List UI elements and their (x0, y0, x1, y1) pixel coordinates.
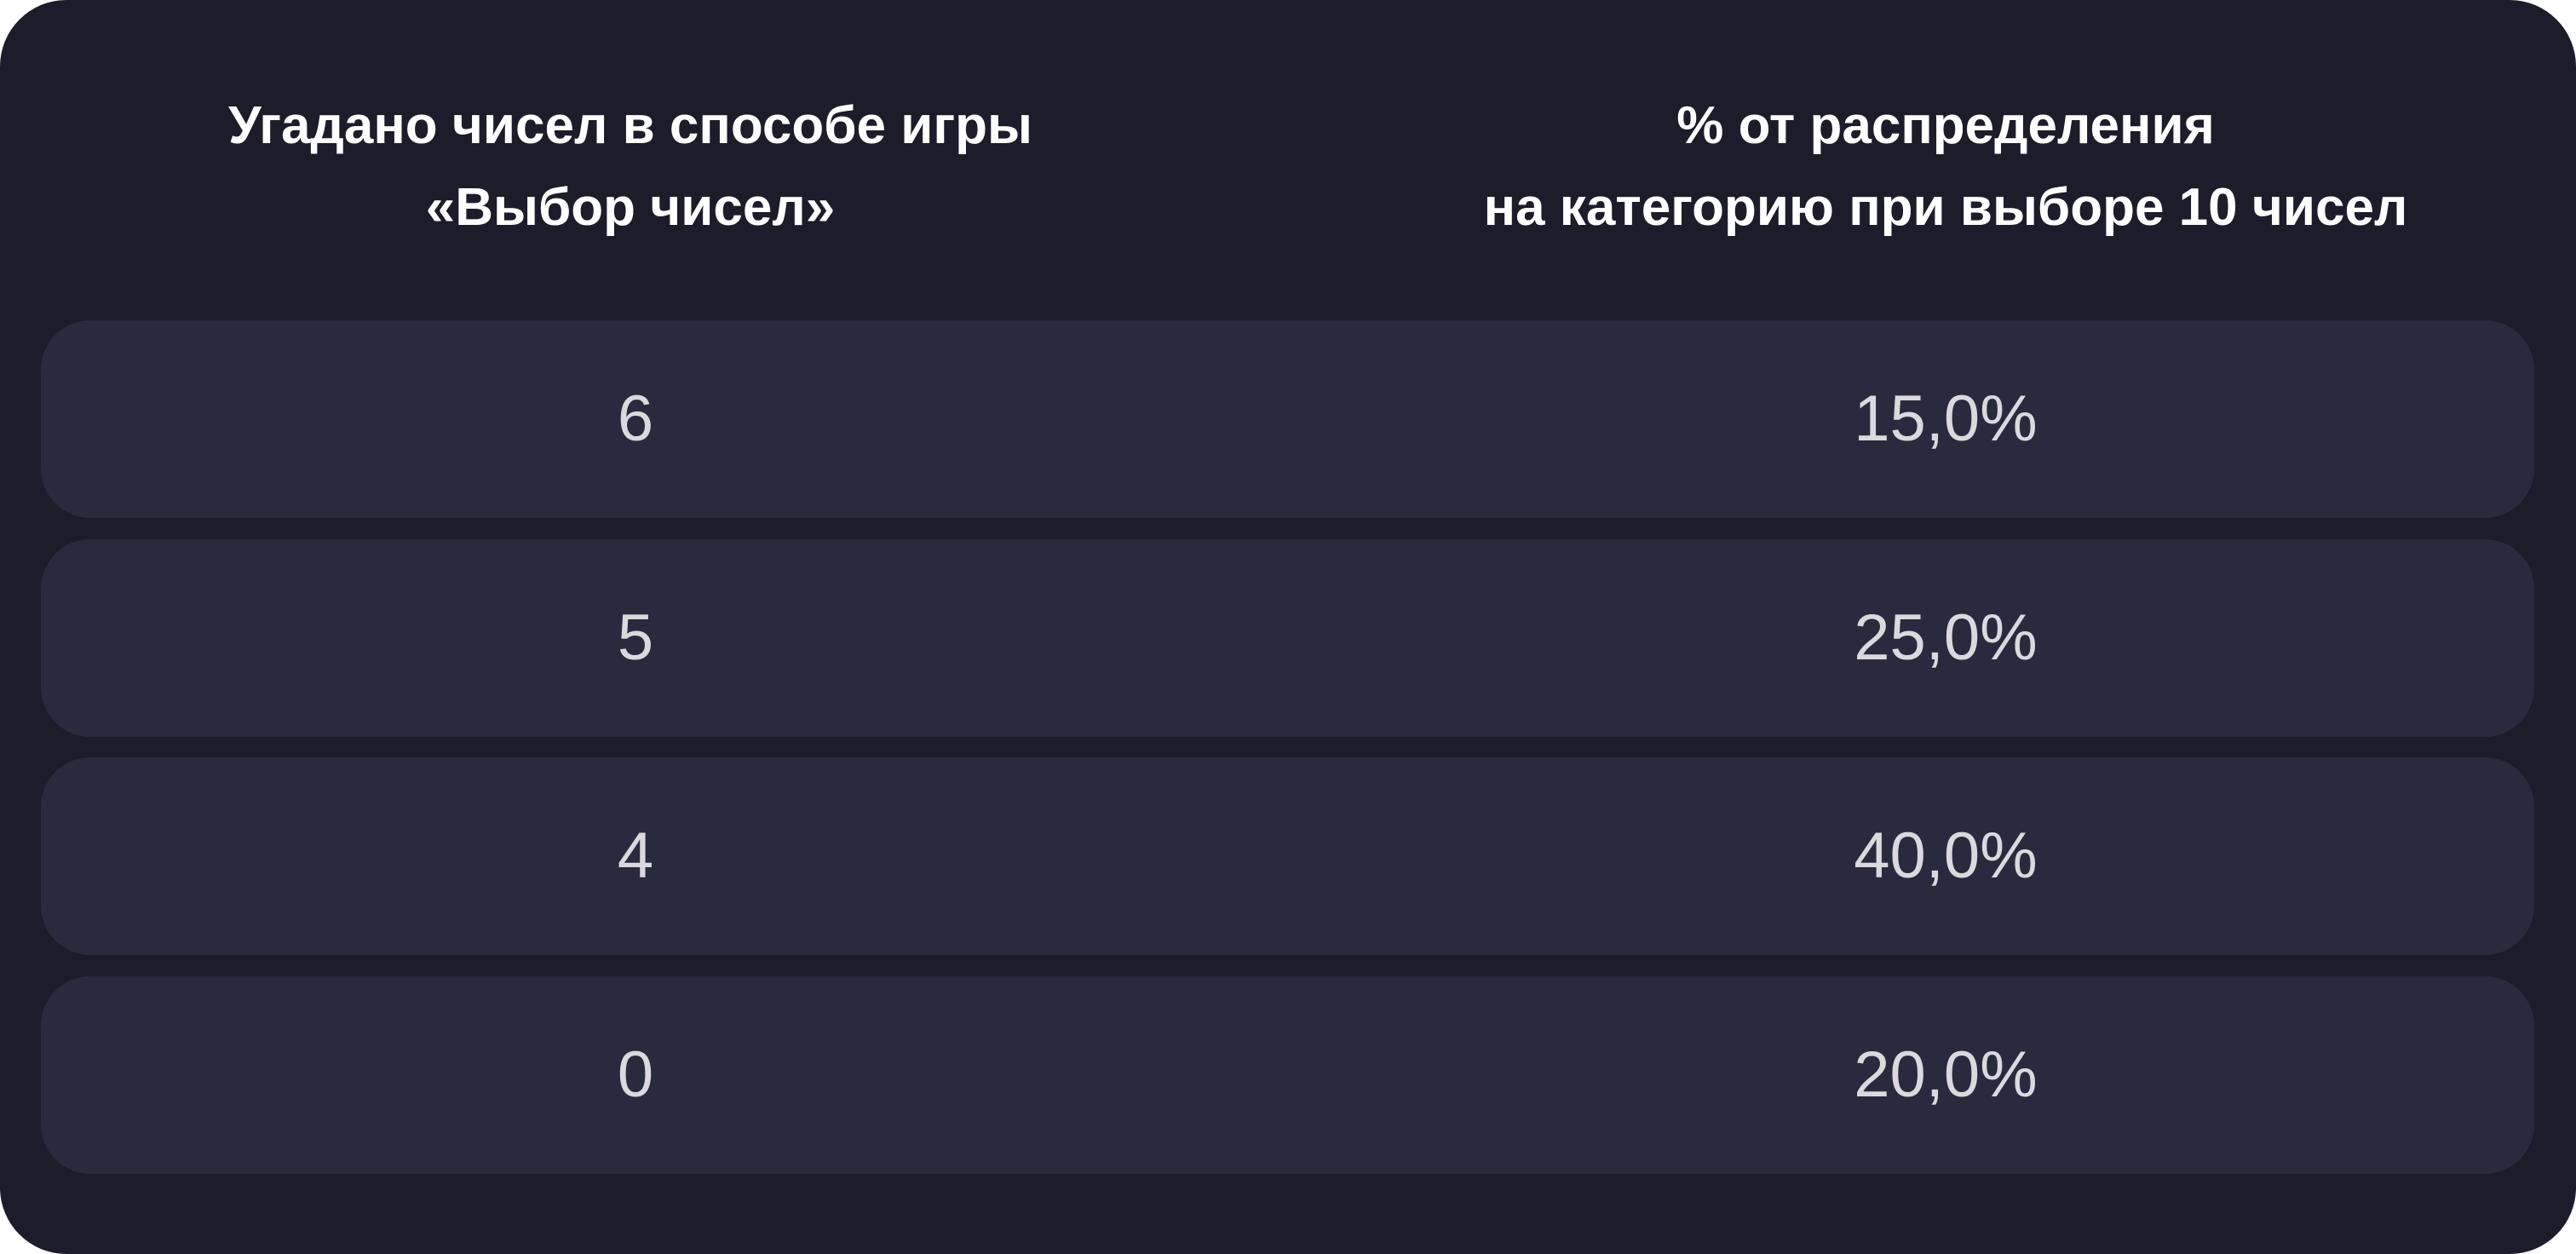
table-row: 0 20,0% (41, 976, 2534, 1174)
percent-cell: 25,0% (1854, 601, 2038, 674)
table-row: 5 25,0% (41, 539, 2534, 737)
header-line: % от распределения (1676, 96, 2215, 155)
percent-cell: 20,0% (1854, 1038, 2038, 1111)
percent-cell: 15,0% (1854, 383, 2038, 455)
header-line: на категорию при выборе 10 чисел (1483, 178, 2408, 237)
table-row: 6 15,0% (41, 320, 2534, 518)
percent-cell: 40,0% (1854, 820, 2038, 892)
column-header-percent: % от распределения на категорию при выбо… (1392, 85, 2499, 249)
header-line: Угадано чисел в способе игры (227, 96, 1033, 155)
guessed-cell: 0 (617, 1038, 654, 1111)
header-line: «Выбор чисел» (425, 178, 836, 237)
column-header-guessed: Угадано чисел в способе игры «Выбор чисе… (77, 85, 1184, 249)
guessed-cell: 6 (617, 383, 654, 455)
guessed-cell: 4 (617, 820, 654, 892)
table-row: 4 40,0% (41, 757, 2534, 955)
guessed-cell: 5 (617, 601, 654, 674)
